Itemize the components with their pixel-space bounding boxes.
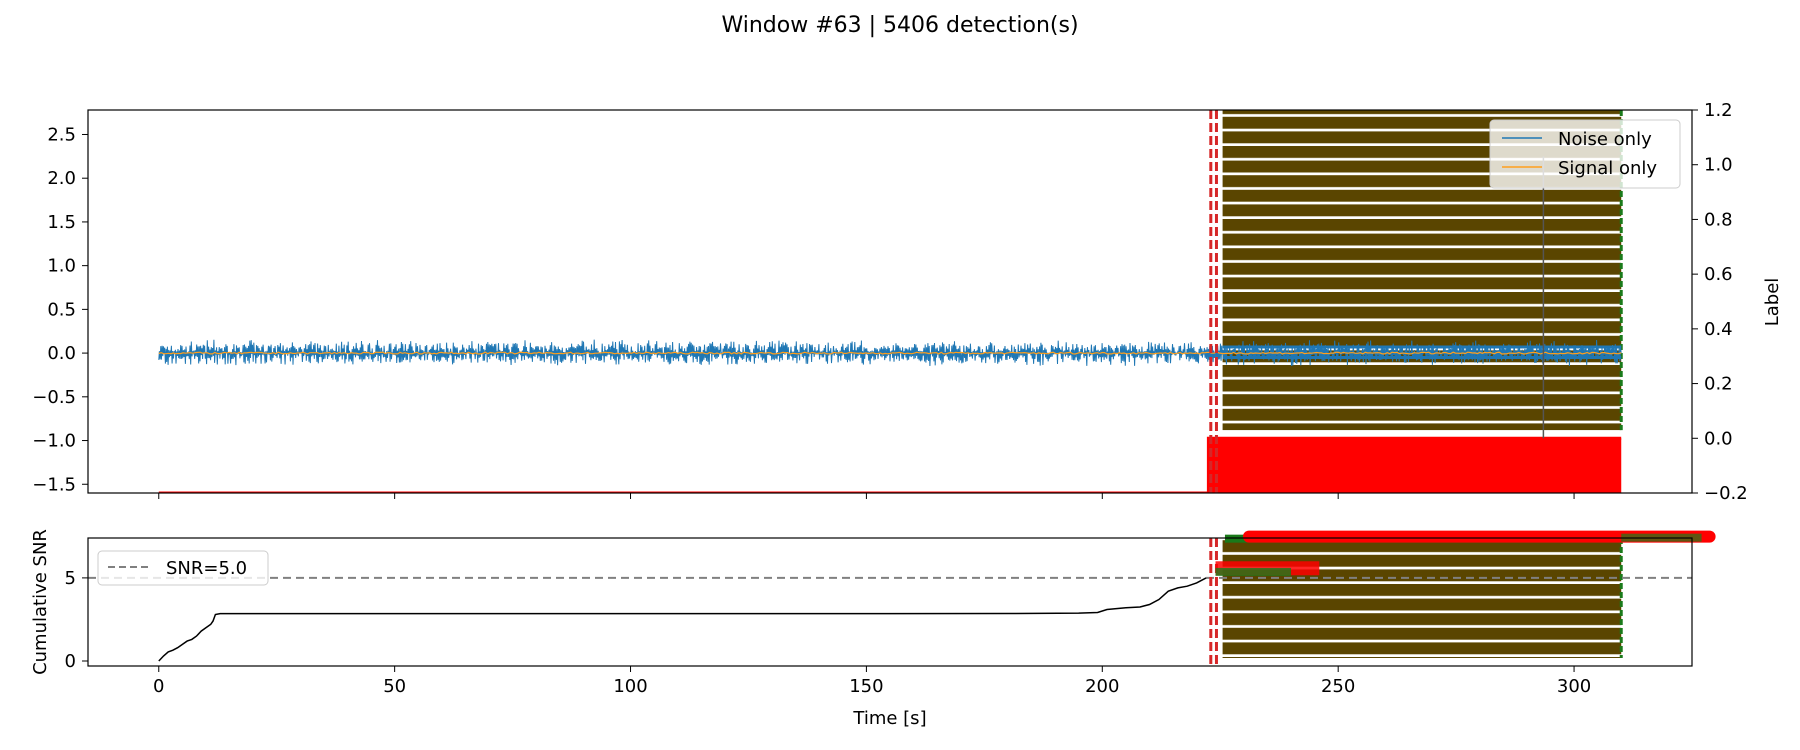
annotation-strip <box>1242 530 1716 543</box>
snr-panel: 05 0 50 100 150 200 250 300 Time [s] Cumulativ… <box>30 529 1716 729</box>
legend: Noise only Signal only <box>1489 119 1681 189</box>
y-tick-label-right: 1.2 <box>1704 100 1733 121</box>
y-tick-label: 5 <box>65 568 76 589</box>
y-tick-label: 0 <box>65 651 76 672</box>
legend-box <box>1489 119 1681 189</box>
stripe-fill <box>1222 538 1622 658</box>
y-tick-label: 0.5 <box>47 299 76 320</box>
signal-series <box>158 351 1622 355</box>
y-tick-label: 0.0 <box>47 343 76 364</box>
plot-frame <box>87 537 1693 667</box>
label-active-region <box>1208 438 1622 493</box>
y-tick-label-right: 0.2 <box>1704 374 1733 395</box>
x-tick-label: 150 <box>849 676 883 697</box>
x-axis-label: Time [s] <box>852 708 926 729</box>
y-tick-label-right: 0.8 <box>1704 209 1733 230</box>
legend: SNR=5.0 <box>97 550 269 586</box>
y-tick-label: −0.5 <box>32 387 76 408</box>
cumulative-snr-series <box>158 577 1207 662</box>
right-axis-label: Label <box>1762 278 1783 327</box>
y-tick-label: 1.0 <box>47 256 76 277</box>
legend-label-signal: Signal only <box>1558 158 1657 179</box>
y-axis-label: Cumulative SNR <box>30 529 51 675</box>
y-tick-label: −1.0 <box>32 431 76 452</box>
x-axis: 0 50 100 150 200 250 300 <box>153 666 1591 697</box>
y-tick-label: 1.5 <box>47 212 76 233</box>
annotation-cluster <box>1215 567 1291 576</box>
snr-line <box>158 577 1207 662</box>
label-line <box>158 436 1622 493</box>
signal-line <box>158 351 1622 355</box>
y-tick-label-right: 0.6 <box>1704 264 1733 285</box>
y-axis: 05 <box>65 568 88 672</box>
y-tick-label-right: 0.0 <box>1704 428 1733 449</box>
figure-title: Window #63 | 5406 detection(s) <box>721 13 1078 38</box>
y-tick-label: 2.5 <box>47 124 76 145</box>
x-tick-label: 100 <box>613 676 647 697</box>
legend-label-threshold: SNR=5.0 <box>166 558 247 579</box>
noise-series <box>158 339 1622 367</box>
x-tick-label: 250 <box>1321 676 1355 697</box>
y-axis-right: −0.2 0.0 0.2 0.4 0.6 0.8 1.0 1.2 <box>1692 100 1748 504</box>
waveform-panel: −1.5 −1.0 −0.5 0.0 0.5 1.0 1.5 2.0 2.5 −0.2 0.0 0.… <box>32 100 1783 504</box>
x-ticks-top-panel <box>158 493 1575 499</box>
y-axis-left: −1.5 −1.0 −0.5 0.0 0.5 1.0 1.5 2.0 2.5 <box>32 124 88 495</box>
detection-lines <box>1209 538 1218 666</box>
legend-label-noise: Noise only <box>1558 129 1652 150</box>
detection-lines <box>1209 110 1218 493</box>
label-series <box>158 436 1622 493</box>
x-tick-label: 300 <box>1557 676 1591 697</box>
detection-band <box>1222 538 1623 658</box>
x-tick-label: 50 <box>383 676 406 697</box>
y-tick-label-right: 1.0 <box>1704 155 1733 176</box>
y-tick-label: 2.0 <box>47 168 76 189</box>
plot-frame <box>87 109 1693 494</box>
x-tick-label: 200 <box>1085 676 1119 697</box>
y-tick-label: −1.5 <box>32 474 76 495</box>
x-tick-label: 0 <box>153 676 164 697</box>
y-tick-label-right: −0.2 <box>1704 483 1748 504</box>
legend-box <box>97 550 269 586</box>
y-tick-label-right: 0.4 <box>1704 319 1733 340</box>
